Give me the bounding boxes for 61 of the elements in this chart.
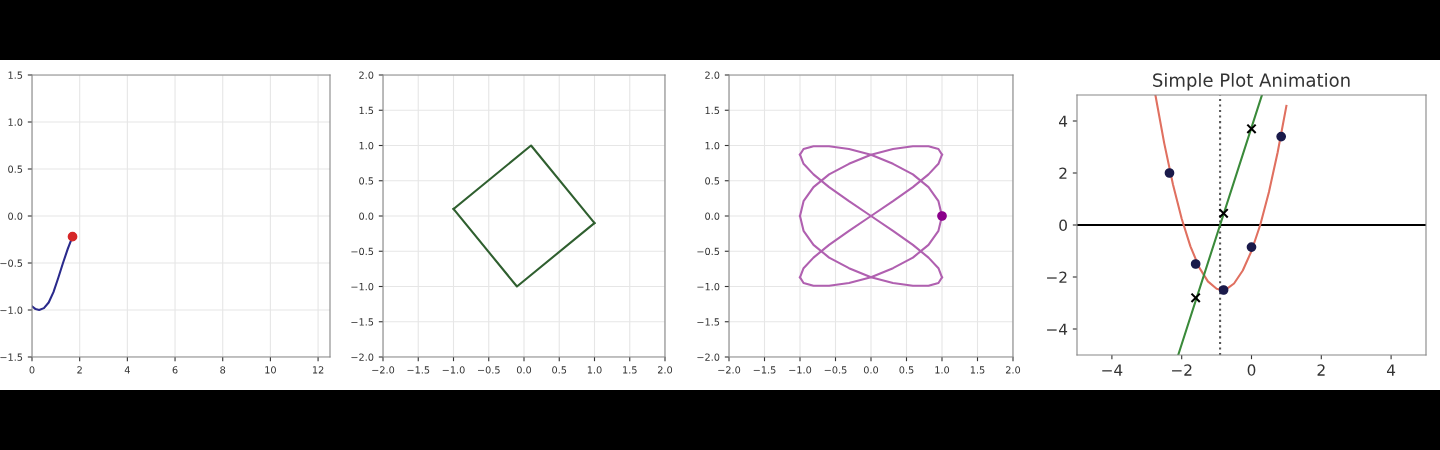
- y-tick-label: 0.0: [705, 212, 720, 220]
- y-tick-label: 2.0: [359, 71, 374, 79]
- x-tick-label: 10: [265, 366, 276, 374]
- x-tick-label: 2.0: [1005, 366, 1021, 374]
- y-tick-label: −4: [1047, 323, 1068, 335]
- x-tick-label: −0.5: [477, 366, 500, 374]
- x-tick-label: 1.5: [970, 366, 985, 374]
- y-tick-label: 1.5: [8, 71, 23, 79]
- y-tick-label: −1.5: [0, 353, 23, 361]
- y-tick-label: 0.0: [8, 212, 23, 220]
- x-tick-label: 2: [1317, 364, 1325, 376]
- x-tick-label: 0.0: [863, 366, 879, 374]
- y-tick-label: −0.5: [351, 247, 374, 256]
- x-tick-label: 0.0: [516, 366, 532, 374]
- y-tick-label: −1.0: [697, 282, 720, 291]
- x-tick-label: −2: [1172, 364, 1192, 376]
- y-tick-label: −0.5: [0, 259, 23, 267]
- y-tick-label: −1.0: [351, 282, 374, 291]
- x-tick-label: 8: [220, 366, 226, 374]
- y-tick-label: 2.0: [705, 71, 720, 79]
- y-tick-label: 1.5: [705, 106, 720, 115]
- y-tick-label: 1.0: [359, 141, 374, 150]
- x-tick-label: −1.0: [789, 366, 812, 374]
- y-tick-label: −1.5: [351, 318, 374, 326]
- y-tick-label: 0.5: [8, 165, 23, 173]
- x-tick-label: −2.0: [372, 366, 395, 374]
- x-tick-label: 0.5: [552, 366, 567, 374]
- y-tick-label: −0.5: [697, 247, 720, 256]
- y-tick-label: 0: [1059, 219, 1067, 232]
- x-tick-label: −1.0: [442, 366, 465, 374]
- x-tick-label: 4: [1386, 364, 1396, 376]
- y-tick-label: −2: [1047, 271, 1067, 283]
- y-tick-label: −1.0: [0, 306, 23, 314]
- x-tick-label: 2.0: [657, 366, 673, 374]
- y-tick-label: −2.0: [697, 353, 720, 361]
- y-tick-label: 4: [1059, 115, 1068, 127]
- x-tick-label: −4: [1102, 364, 1123, 376]
- x-tick-label: 1.5: [623, 366, 637, 374]
- y-tick-label: 1.0: [705, 141, 720, 150]
- x-tick-label: 0.5: [899, 366, 914, 374]
- y-tick-label: 0.5: [359, 177, 374, 185]
- x-tick-label: 12: [312, 366, 324, 374]
- y-tick-label: −1.5: [697, 318, 720, 326]
- x-tick-label: 1.0: [935, 366, 950, 374]
- y-tick-label: 1.0: [8, 118, 23, 126]
- x-tick-label: −1.5: [753, 366, 776, 374]
- y-tick-label: −2.0: [351, 353, 374, 361]
- y-tick-label: 1.5: [359, 106, 374, 115]
- chart-title: Simple Plot Animation: [1153, 72, 1350, 91]
- x-tick-label: −1.5: [407, 366, 430, 374]
- x-tick-label: −2.0: [718, 366, 741, 374]
- y-tick-label: 0.0: [359, 212, 374, 220]
- x-tick-label: 0: [29, 366, 35, 374]
- x-tick-label: 4: [124, 366, 130, 374]
- x-tick-label: 0: [1247, 364, 1256, 376]
- x-tick-label: 1.0: [587, 366, 602, 374]
- x-tick-label: 2: [77, 366, 82, 374]
- x-tick-label: 6: [172, 366, 178, 374]
- y-tick-label: 0.5: [705, 177, 720, 185]
- y-tick-label: 2: [1059, 167, 1067, 179]
- x-tick-label: −0.5: [824, 366, 847, 374]
